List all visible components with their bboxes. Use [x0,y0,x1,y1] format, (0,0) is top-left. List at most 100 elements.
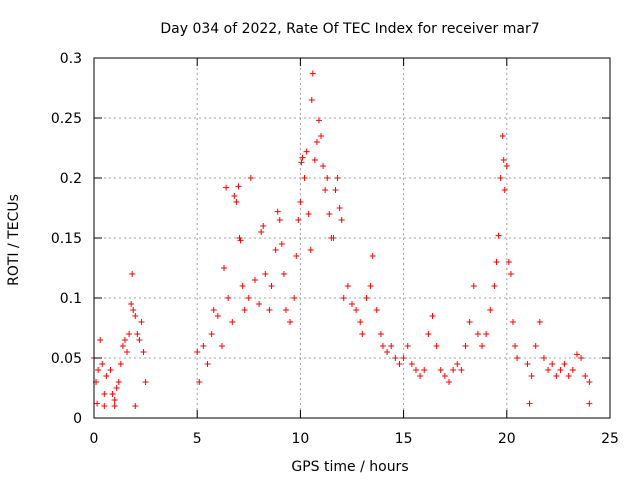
y-tick-label: 0.15 [51,231,82,247]
data-point [369,253,376,259]
data-point [470,283,477,289]
data-point [208,331,215,337]
data-point [266,307,273,313]
data-point [101,403,108,409]
data-point [298,159,305,166]
data-point [132,313,139,319]
data-point [512,343,519,349]
data-point [528,373,535,379]
y-axis-title: ROTI / TECUs [6,194,22,286]
data-point [373,307,380,313]
y-tick-label: 0.2 [60,171,82,187]
data-point [231,193,238,199]
data-point [509,319,516,325]
data-point [278,241,285,247]
data-point [247,175,254,181]
data-point [433,343,440,349]
data-point [540,355,547,361]
data-point [260,223,267,229]
y-tick-label: 0.1 [60,291,82,307]
data-point [119,343,126,349]
data-point [303,148,310,155]
data-point [408,361,415,367]
data-point [308,97,315,103]
data-point [200,343,207,349]
chart-title: Day 034 of 2022, Rate Of TEC Index for r… [160,21,539,37]
data-point [136,337,143,343]
data-point [126,331,133,337]
data-point [311,157,318,163]
data-point [210,307,217,313]
data-point [561,361,568,367]
data-point [396,361,403,367]
data-point [497,175,504,181]
data-point [392,355,399,361]
data-point [241,307,248,313]
data-point [553,373,560,379]
y-tick-label: 0.25 [51,111,82,127]
data-point [313,139,320,145]
data-point [501,187,508,193]
data-point [223,184,230,191]
x-tick-label: 0 [90,431,99,447]
data-point [349,301,355,307]
data-point [129,271,136,277]
data-point [437,367,444,373]
data-point [315,117,322,124]
data-point [412,367,419,373]
data-point [138,319,145,325]
data-point [466,319,473,325]
data-point [97,337,104,343]
data-point [320,163,327,169]
data-point [204,361,211,367]
data-point [474,331,481,337]
data-point [194,349,201,355]
data-point [142,379,149,385]
data-point [586,379,593,385]
data-point [532,343,539,349]
data-point [297,199,304,205]
data-point [326,211,333,217]
data-point [256,301,263,307]
y-tick-label: 0 [73,411,82,427]
data-point [353,307,360,313]
data-point [336,205,343,211]
data-point [299,154,306,161]
data-point [536,319,543,325]
data-point [458,367,465,373]
data-point [578,355,585,361]
data-point [140,349,147,355]
data-point [324,175,331,181]
data-point [429,313,436,319]
x-tick-label: 15 [395,431,413,447]
data-point [495,232,502,239]
data-point [421,367,428,373]
data-point [367,283,374,289]
data-point [462,343,469,349]
data-point [322,187,329,193]
data-point [293,253,300,259]
data-point [111,397,118,403]
data-point [111,403,118,409]
data-point [357,319,364,325]
data-point [332,187,339,193]
y-tick-label: 0.3 [60,51,82,67]
data-point [107,367,114,373]
data-point [94,400,101,407]
plot-frame [93,57,611,419]
data-point [479,343,486,349]
data-point [569,367,576,373]
data-point [318,133,325,139]
data-point [282,307,289,313]
data-point [115,379,122,385]
data-point [338,217,345,223]
data-points-layer [91,70,593,409]
data-point [487,307,494,313]
data-point [363,295,370,301]
data-point [95,367,102,373]
data-point [280,271,287,277]
data-point [384,349,391,355]
data-point [274,208,281,215]
data-point [549,361,556,367]
data-point [493,259,500,265]
